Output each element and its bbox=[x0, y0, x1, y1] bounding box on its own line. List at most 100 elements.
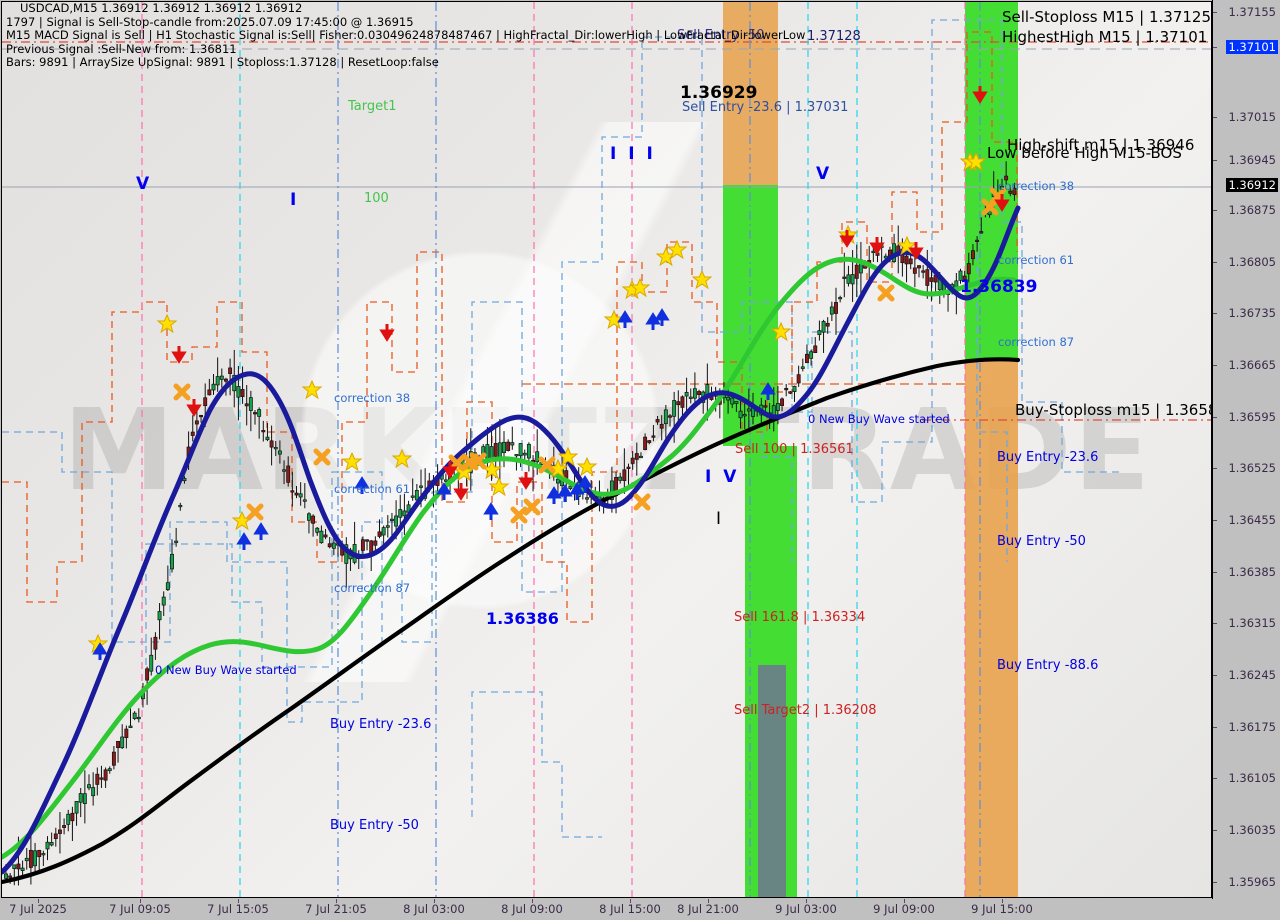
time-tick bbox=[806, 899, 807, 903]
header-line-signal: 1797 | Signal is Sell-Stop-candle from:2… bbox=[6, 14, 414, 29]
label-sell-target2: Sell Target2 | 1.36208 bbox=[734, 703, 877, 718]
label-correction-87-left: correction 87 bbox=[334, 581, 411, 595]
time-tick-label: 7 Jul 15:05 bbox=[207, 902, 269, 916]
price-tick bbox=[1213, 365, 1217, 366]
price-tick-label: 1.36525 bbox=[1228, 461, 1276, 475]
label-correction-38-left: correction 38 bbox=[334, 391, 411, 405]
price-tick bbox=[1213, 417, 1217, 418]
label-new-buy-wave-right: 0 New Buy Wave started bbox=[808, 412, 950, 426]
wave-marker-i-left: I bbox=[290, 190, 300, 210]
time-tick-label: 8 Jul 09:00 bbox=[501, 902, 563, 916]
time-tick-label: 8 Jul 15:00 bbox=[599, 902, 661, 916]
wave-marker-v-right: V bbox=[816, 164, 833, 184]
label-sell-entry-236: Sell Entry -23.6 | 1.37031 bbox=[682, 100, 849, 115]
price-tick bbox=[1213, 313, 1217, 314]
label-sell-1618: Sell 161.8 | 1.36334 bbox=[734, 610, 866, 625]
time-tick bbox=[708, 899, 709, 903]
chart-plot-area[interactable]: MARKETZ TRADE bbox=[1, 1, 1212, 898]
price-tick-label: 1.36245 bbox=[1228, 668, 1276, 682]
header-line-bars: Bars: 9891 | ArraySize UpSignal: 9891 | … bbox=[6, 55, 439, 69]
price-tick-label: 1.36035 bbox=[1228, 823, 1276, 837]
label-wave-price-136929: 1.36929 bbox=[680, 83, 758, 103]
time-axis[interactable]: 7 Jul 2025 7 Jul 09:05 7 Jul 15:05 7 Jul 21… bbox=[0, 899, 1280, 920]
price-tick-label: 1.37155 bbox=[1228, 5, 1276, 19]
label-correction-61-left: correction 61 bbox=[334, 482, 411, 496]
price-tick bbox=[1213, 262, 1217, 263]
price-tick bbox=[1213, 675, 1217, 676]
time-tick bbox=[630, 899, 631, 903]
price-tick-label: 1.36665 bbox=[1228, 358, 1276, 372]
label-buy-entry-50-right: Buy Entry -50 bbox=[997, 534, 1086, 549]
price-tick bbox=[1213, 468, 1217, 469]
price-tick bbox=[1213, 520, 1217, 521]
label-new-buy-wave-left: 0 New Buy Wave started bbox=[155, 663, 297, 677]
time-tick-label: 7 Jul 09:05 bbox=[109, 902, 171, 916]
time-tick-label: 7 Jul 2025 bbox=[9, 902, 67, 916]
price-tick bbox=[1213, 623, 1217, 624]
price-tick-label: 1.36805 bbox=[1228, 255, 1276, 269]
label-buy-entry-236-left: Buy Entry -23.6 bbox=[330, 717, 432, 732]
label-low-before-high: Low before High M15-BOS bbox=[987, 144, 1182, 162]
time-tick bbox=[434, 899, 435, 903]
label-buy-entry-236-right: Buy Entry -23.6 bbox=[997, 450, 1099, 465]
price-tick-label: 1.36945 bbox=[1228, 153, 1276, 167]
price-tick bbox=[1213, 572, 1217, 573]
time-tick-label: 9 Jul 03:00 bbox=[775, 902, 837, 916]
price-tick-label: 1.36105 bbox=[1228, 771, 1276, 785]
time-tick bbox=[1002, 899, 1003, 903]
price-tick bbox=[1213, 778, 1217, 779]
wave-marker-iii-mid: I I I bbox=[610, 144, 656, 164]
time-tick-label: 9 Jul 15:00 bbox=[971, 902, 1033, 916]
label-100: 100 bbox=[364, 191, 389, 206]
price-tick-label: 1.36175 bbox=[1228, 720, 1276, 734]
time-tick-label: 9 Jul 09:00 bbox=[873, 902, 935, 916]
price-highlight-current: 1.36912 bbox=[1226, 178, 1278, 192]
header-line-symbol: USDCAD,M15 1.36912 1.36912 1.36912 1.369… bbox=[20, 1, 303, 15]
label-high-shift: High-shift m15 | 1.36946 bbox=[1007, 136, 1195, 154]
chart-info-header: USDCAD,M15 1.36912 1.36912 1.36912 1.369… bbox=[6, 1, 806, 70]
header-line-previous: Previous Signal :Sell-New from: 1.36811 bbox=[6, 41, 237, 56]
price-tick bbox=[1213, 117, 1217, 118]
price-axis[interactable]: 1.371551.370851.370151.369451.368751.368… bbox=[1212, 0, 1280, 899]
label-buy-stoploss: Buy-Stoploss m15 | 1.36588 bbox=[1015, 401, 1212, 419]
price-tick bbox=[1213, 830, 1217, 831]
label-buy-entry-50-left: Buy Entry -50 bbox=[330, 818, 419, 833]
label-buy-entry-886-right: Buy Entry -88.6 bbox=[997, 658, 1099, 673]
label-sell-entry-50-price: 1.37128 bbox=[807, 29, 861, 44]
price-tick bbox=[1213, 47, 1217, 48]
wave-marker-v-left: V bbox=[136, 174, 153, 194]
label-wave-price-136839: 1.36839 bbox=[960, 277, 1038, 297]
time-tick bbox=[336, 899, 337, 903]
price-tick-label: 1.37015 bbox=[1228, 110, 1276, 124]
price-tick-label: 1.36455 bbox=[1228, 513, 1276, 527]
time-tick bbox=[904, 899, 905, 903]
price-tick bbox=[1213, 210, 1217, 211]
time-tick bbox=[238, 899, 239, 903]
price-tick bbox=[1213, 727, 1217, 728]
price-tick-label: 1.36385 bbox=[1228, 565, 1276, 579]
time-tick-label: 8 Jul 03:00 bbox=[403, 902, 465, 916]
time-tick-label: 8 Jul 21:00 bbox=[677, 902, 739, 916]
label-target1: Target1 bbox=[348, 99, 397, 114]
price-tick-label: 1.36595 bbox=[1228, 410, 1276, 424]
price-tick-label: 1.36875 bbox=[1228, 203, 1276, 217]
label-sell-entry-50: Sell Entry -50 bbox=[677, 28, 765, 43]
wave-marker-i-small: I bbox=[716, 509, 724, 529]
price-highlight-blue: 1.37101 bbox=[1226, 40, 1278, 54]
label-highest-high: HighestHigh M15 | 1.37101 bbox=[1002, 28, 1208, 46]
label-correction-38-right: correction 38 bbox=[998, 179, 1075, 193]
star-markers bbox=[88, 152, 986, 653]
price-tick-label: 1.36315 bbox=[1228, 616, 1276, 630]
time-tick bbox=[532, 899, 533, 903]
header-line-indicators: M15 MACD Signal is Sell | H1 Stochastic … bbox=[6, 28, 806, 42]
price-tick bbox=[1213, 882, 1217, 883]
time-tick-label: 7 Jul 21:05 bbox=[305, 902, 367, 916]
chart-canvas bbox=[2, 2, 1211, 897]
label-sell-100: Sell 100 | 1.36561 bbox=[735, 442, 854, 457]
price-tick bbox=[1213, 160, 1217, 161]
price-tick-label: 1.35965 bbox=[1228, 875, 1276, 889]
time-tick bbox=[38, 899, 39, 903]
label-correction-87-right: correction 87 bbox=[998, 335, 1075, 349]
label-correction-61-right: correction 61 bbox=[998, 253, 1075, 267]
